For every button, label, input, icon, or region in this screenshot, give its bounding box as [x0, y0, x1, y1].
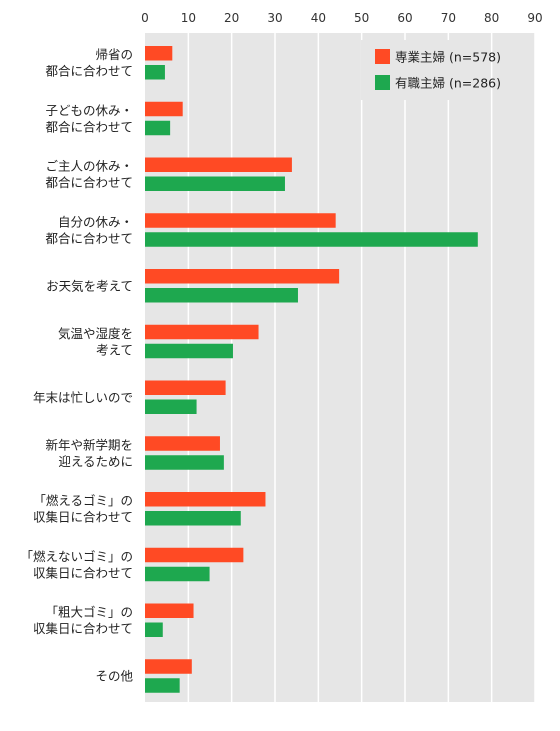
bar-working-housewife [145, 176, 285, 191]
bar-full-time-housewife [145, 492, 266, 507]
x-tick-label: 60 [397, 11, 412, 25]
category-label: 新年や新学期を迎えるために [45, 437, 133, 469]
bar-full-time-housewife [145, 603, 194, 618]
bar-full-time-housewife [145, 380, 226, 395]
bar-full-time-housewife [145, 324, 259, 340]
bar-working-housewife [145, 455, 224, 470]
x-tick-label: 40 [311, 11, 326, 25]
category-label: 帰省の都合に合わせて [45, 47, 133, 79]
bar-working-housewife [145, 343, 233, 359]
bar-full-time-housewife [145, 101, 183, 117]
bar-full-time-housewife [145, 659, 192, 674]
category-label: 年末は忙しいので [33, 390, 133, 405]
legend: 専業主婦 (n=578) 有職主婦 (n=286) [361, 40, 501, 100]
category-label: その他 [95, 669, 133, 684]
category-label: 「粗大ゴミ」の収集日に合わせて [33, 605, 133, 637]
bar-full-time-housewife [145, 46, 173, 61]
legend-swatch [375, 49, 390, 64]
bar-working-housewife [145, 622, 163, 637]
legend-label: 有職主婦 (n=286) [395, 76, 501, 91]
bar-working-housewife [145, 511, 241, 526]
bar-full-time-housewife [145, 269, 340, 284]
bar-working-housewife [145, 566, 210, 582]
bar-full-time-housewife [145, 436, 220, 451]
bar-working-housewife [145, 120, 171, 136]
x-tick-label: 10 [181, 11, 196, 25]
bar-working-housewife [145, 399, 197, 414]
bar-working-housewife [145, 288, 298, 303]
x-tick-label: 30 [267, 11, 282, 25]
category-label: 自分の休み・都合に合わせて [45, 214, 133, 246]
category-label: 気温や湿度を考えて [58, 326, 133, 358]
plot-background [145, 33, 535, 702]
x-tick-label: 90 [527, 11, 542, 25]
category-labels: 帰省の都合に合わせて子どもの休み・都合に合わせてご主人の休み・都合に合わせて自分… [20, 47, 133, 684]
x-axis-ticks: 0 10 20 30 40 50 60 70 80 90 [141, 11, 542, 25]
category-label: 「燃えないゴミ」の収集日に合わせて [20, 549, 133, 581]
x-tick-label: 20 [224, 11, 239, 25]
bar-full-time-housewife [145, 157, 292, 172]
category-label: 「燃えるゴミ」の収集日に合わせて [33, 493, 133, 525]
bar-working-housewife [145, 232, 478, 247]
legend-label: 専業主婦 (n=578) [395, 50, 501, 65]
bar-full-time-housewife [145, 213, 336, 228]
category-label: お天気を考えて [46, 278, 133, 293]
category-label: ご主人の休み・都合に合わせて [45, 159, 133, 191]
bar-working-housewife [145, 678, 180, 693]
bars [145, 46, 478, 693]
x-tick-label: 80 [484, 11, 499, 25]
bar-full-time-housewife [145, 547, 244, 563]
bar-working-housewife [145, 65, 165, 80]
grid-lines [187, 33, 536, 702]
legend-swatch [375, 75, 390, 90]
x-tick-label: 0 [141, 11, 149, 25]
x-tick-label: 70 [441, 11, 456, 25]
x-tick-label: 50 [354, 11, 369, 25]
category-label: 子どもの休み・都合に合わせて [45, 103, 133, 135]
